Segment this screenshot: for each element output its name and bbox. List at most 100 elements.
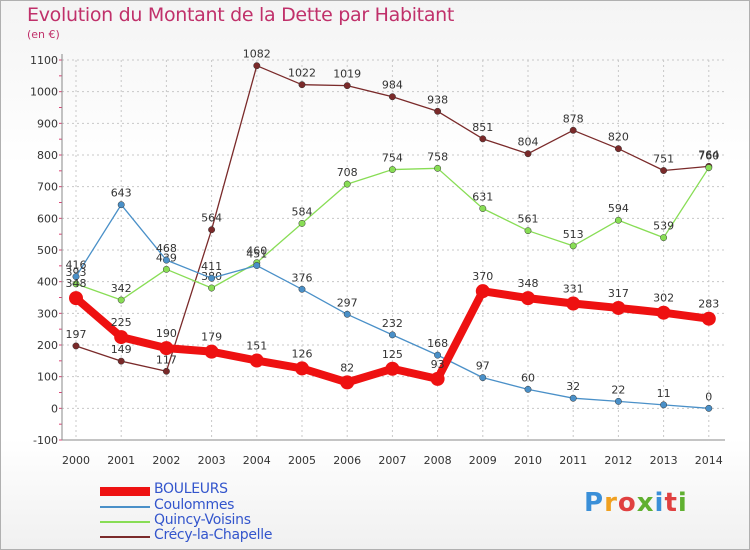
data-point — [524, 385, 532, 393]
data-label: 197 — [66, 328, 87, 341]
y-tick-label: 900 — [37, 117, 58, 130]
data-label: 584 — [292, 205, 313, 218]
data-label: 22 — [611, 383, 625, 396]
data-point — [524, 227, 532, 235]
legend-label-1: Coulommes — [154, 497, 235, 513]
logo-letter: x — [636, 488, 655, 518]
data-label: 416 — [66, 259, 87, 272]
data-label: 1082 — [243, 48, 271, 61]
legend-swatch-2 — [100, 521, 150, 523]
data-point — [117, 296, 125, 304]
axes — [59, 54, 725, 441]
data-point — [569, 242, 577, 250]
chart-unit: (en €) — [27, 28, 60, 41]
series-0: 348 225 190 179 151 126 82 125 93 370 348 331 317 302… — [66, 270, 719, 390]
data-point — [566, 296, 581, 311]
data-label: 93 — [431, 358, 445, 371]
data-label: 984 — [382, 79, 403, 92]
x-tick-label: 2004 — [243, 454, 271, 467]
data-label: 317 — [608, 287, 629, 300]
data-point — [343, 82, 351, 90]
data-point — [253, 62, 261, 70]
data-point — [253, 262, 261, 269]
data-label: 878 — [563, 112, 584, 125]
data-label: 283 — [698, 298, 719, 311]
data-point — [479, 135, 487, 143]
data-label: 460 — [246, 245, 267, 258]
data-label: 751 — [653, 153, 674, 166]
data-point — [72, 342, 80, 350]
data-point — [385, 361, 400, 376]
data-label: 754 — [382, 152, 403, 165]
data-point — [656, 305, 671, 320]
data-label: 348 — [518, 277, 539, 290]
y-tick-label: 600 — [37, 212, 58, 225]
series-group: 197 149 117 564 1082 1022 1019 984 938 851 804 878 8… — [66, 48, 719, 412]
data-label: 820 — [608, 131, 629, 144]
data-label: 331 — [563, 283, 584, 296]
data-point — [434, 351, 442, 359]
data-point — [660, 234, 668, 242]
y-tick-label: 1000 — [30, 86, 58, 99]
legend-label-3: Crécy-la-Chapelle — [154, 527, 273, 543]
series-1: 416 643 468 411 451 376 297 232 168 97 60 32 22 11 0 — [66, 187, 712, 412]
data-point — [614, 397, 622, 405]
x-tick-label: 2002 — [152, 454, 180, 467]
x-tick-label: 2014 — [695, 454, 723, 467]
y-tick-label: 700 — [37, 181, 58, 194]
data-label: 179 — [201, 331, 222, 344]
data-point — [117, 201, 125, 209]
x-tick-label: 2010 — [514, 454, 542, 467]
data-label: 1022 — [288, 67, 316, 80]
legend-swatch-0 — [100, 487, 150, 496]
data-point — [521, 291, 535, 306]
logo-letter: i — [654, 488, 665, 518]
x-tick-label: 2003 — [198, 454, 226, 467]
data-point — [204, 344, 219, 359]
y-tick-label: 100 — [37, 371, 58, 384]
data-label: 168 — [427, 337, 448, 350]
y-axis-ticks: -100 0 100 200 300 400 500 600 700 800 900 1000 1100 — [30, 54, 58, 447]
data-point — [208, 226, 216, 234]
data-point — [69, 291, 83, 306]
data-label: 760 — [698, 150, 719, 163]
x-tick-label: 2000 — [62, 454, 90, 467]
data-label: 190 — [156, 327, 177, 340]
data-label: 125 — [382, 348, 403, 361]
chart-title: Evolution du Montant de la Dette par Hab… — [27, 4, 455, 26]
data-label: 539 — [653, 220, 674, 233]
data-label: 11 — [657, 387, 671, 400]
logo-letter: P — [584, 488, 605, 518]
x-tick-label: 2008 — [424, 454, 452, 467]
legend-label-2: Quincy-Voisins — [154, 512, 251, 528]
data-label: 302 — [653, 292, 674, 305]
data-label: 370 — [472, 270, 493, 283]
data-point — [208, 284, 216, 292]
data-label: 60 — [521, 371, 535, 384]
data-point — [340, 375, 355, 390]
data-label: 764 — [698, 148, 719, 161]
legend-swatch-3 — [100, 536, 150, 538]
data-point — [249, 353, 264, 368]
data-point — [298, 285, 306, 293]
data-point — [388, 166, 396, 174]
x-tick-label: 2001 — [107, 454, 135, 467]
data-point — [298, 81, 306, 89]
data-point — [701, 311, 716, 326]
data-label: 225 — [111, 316, 132, 329]
y-tick-label: 1100 — [30, 54, 58, 67]
data-point — [117, 357, 125, 365]
data-point — [434, 107, 442, 115]
data-label: 149 — [111, 343, 132, 356]
data-label: 32 — [566, 380, 580, 393]
data-point — [614, 145, 622, 153]
data-point — [159, 341, 174, 356]
x-axis-ticks: 2000 2001 2002 2003 2004 2005 2006 2007 2008 2009… — [62, 454, 723, 467]
data-label: 561 — [518, 213, 539, 226]
data-label: 594 — [608, 202, 629, 215]
legend-swatch-1 — [100, 506, 150, 508]
logo-letter: t — [664, 488, 678, 518]
data-label: 451 — [246, 248, 267, 261]
data-label: 126 — [292, 347, 313, 360]
